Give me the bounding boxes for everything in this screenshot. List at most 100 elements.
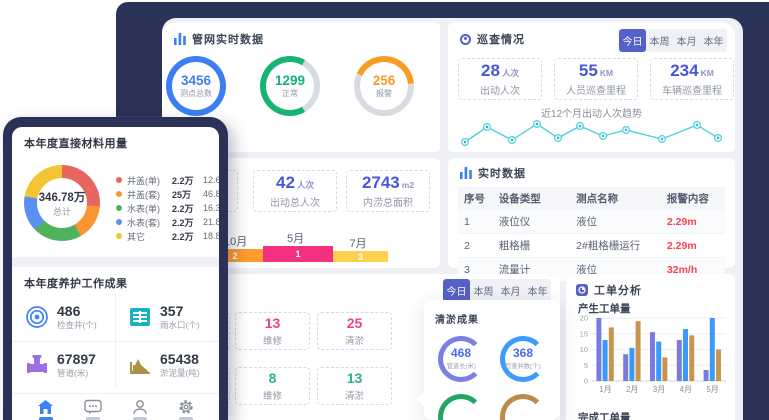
realtime-alarm-table: 序号 设备类型 测点名称 报警内容 1 液位仪 液位 2.29m 2 粗格栅 2#粗格栅运行 2.29… bbox=[458, 187, 725, 282]
patrol-trend-line-chart bbox=[460, 119, 723, 147]
material-legend: 井盖(单) 2.2万 12.6% 井盖(套) 25万 46.8% 水表(单) 2.2万 16.3… bbox=[116, 173, 219, 243]
donut-total-value: 346.78万 bbox=[38, 191, 86, 204]
panel-workorder: 工单分析 产生工单量 20 15 10 5 0 1月 2月 3月 4月 5月 完成工单量 bbox=[566, 274, 735, 420]
svg-text:0: 0 bbox=[584, 377, 588, 386]
work-tab-1[interactable]: 今日 bbox=[443, 279, 470, 302]
patrol-tab-2[interactable]: 本周 bbox=[649, 37, 670, 48]
phone-bottom-nav bbox=[12, 393, 219, 420]
svg-text:5月: 5月 bbox=[706, 385, 718, 394]
table-header-row: 序号 设备类型 测点名称 报警内容 bbox=[458, 187, 725, 210]
work-tab-2[interactable]: 本周 bbox=[473, 287, 494, 298]
table-row[interactable]: 2 粗格栅 2#粗格栅运行 2.29m bbox=[458, 233, 725, 258]
dredge-result-card: 清淤成果 468 管道长(米) 368 检查井数(个) bbox=[416, 300, 560, 420]
rank-month-label: 7月 bbox=[349, 238, 367, 250]
cell: 液位仪 bbox=[492, 210, 571, 234]
legend-text: 21.8% bbox=[203, 217, 219, 227]
rank-month-label: 10月 bbox=[224, 236, 248, 248]
stat-pipeline: 67897 管道(米) bbox=[12, 345, 115, 385]
bar-chart-icon bbox=[460, 167, 472, 179]
patrol-tab-1[interactable]: 今日 bbox=[619, 29, 646, 52]
nav-profile[interactable] bbox=[132, 399, 148, 420]
svg-text:4月: 4月 bbox=[680, 385, 692, 394]
gauge-2: 368 检查井数(个) bbox=[500, 336, 546, 382]
pipe-icon bbox=[27, 355, 47, 373]
nav-label-stub bbox=[86, 417, 100, 420]
donut-value: 3456 bbox=[180, 73, 212, 88]
chat-icon bbox=[84, 399, 102, 415]
divider bbox=[12, 341, 219, 342]
stat-box-flood-area: 2743 m2 内涝总面积 bbox=[346, 170, 430, 212]
pipe-donut-row: 3456 测点总数 1299 正常 256 报警 bbox=[162, 54, 440, 144]
gauge-3 bbox=[438, 394, 484, 420]
stat-sludge: 65438 淤泥量(吨) bbox=[115, 345, 219, 385]
workorder-icon bbox=[576, 284, 588, 296]
patrol-icon bbox=[460, 33, 471, 45]
nav-messages[interactable] bbox=[84, 399, 102, 420]
legend-dot bbox=[116, 233, 122, 239]
stat-box-flood-trips: 42 人次 出动总人次 bbox=[253, 170, 337, 212]
phone-screen: 本年度直接材料用量 346.78万 总计 井盖(单) 2.2万 12.6% 井盖(套)… bbox=[12, 127, 219, 420]
cell: 粗格栅 bbox=[492, 233, 571, 258]
gauge-label: 检查井数(个) bbox=[505, 362, 541, 370]
legend-text: 2.2万 bbox=[172, 175, 194, 186]
svg-text:5: 5 bbox=[584, 361, 588, 370]
svg-text:3月: 3月 bbox=[653, 385, 665, 394]
col-header: 报警内容 bbox=[660, 187, 725, 210]
nav-settings[interactable] bbox=[178, 399, 194, 420]
patrol-tab-4[interactable]: 本年 bbox=[703, 37, 724, 48]
svg-text:10: 10 bbox=[580, 345, 588, 354]
legend-text: 水表(单) bbox=[127, 203, 160, 214]
pipe-donut-2: 1299 正常 bbox=[260, 56, 320, 116]
legend-dot bbox=[116, 219, 122, 225]
phone-card-title: 本年度直接材料用量 bbox=[24, 138, 128, 150]
svg-text:1月: 1月 bbox=[599, 385, 611, 394]
legend-item: 井盖(单) 2.2万 12.6% bbox=[116, 173, 219, 187]
gear-icon bbox=[179, 400, 193, 414]
divider bbox=[12, 257, 219, 267]
col-header: 序号 bbox=[458, 187, 493, 210]
stat-inspection-wells: 486 检查井(个) bbox=[12, 297, 115, 337]
legend-dot bbox=[116, 191, 122, 197]
user-icon bbox=[133, 400, 147, 415]
panel-title: 工单分析 bbox=[594, 285, 642, 297]
legend-item: 水表(单) 2.2万 16.3% bbox=[116, 201, 219, 215]
legend-text: 2.2万 bbox=[172, 231, 194, 242]
stat-box-dredge-pink: 25 清淤 bbox=[317, 312, 392, 350]
legend-text: 18.8% bbox=[203, 231, 219, 241]
panel-title: 管网实时数据 bbox=[192, 34, 264, 46]
legend-item: 其它 2.2万 18.8% bbox=[116, 229, 219, 243]
stat-rain-inlets: 357 雨水口(个) bbox=[115, 297, 219, 337]
stat-box-dredge-green: 13 清淤 bbox=[317, 367, 392, 405]
legend-text: 2.2万 bbox=[172, 217, 194, 228]
cell: 1 bbox=[458, 210, 493, 234]
work-tab-3[interactable]: 本月 bbox=[500, 287, 521, 298]
svg-text:2月: 2月 bbox=[626, 385, 638, 394]
gauge-grid: 468 管道长(米) 368 检查井数(个) bbox=[430, 330, 554, 420]
card-title: 清淤成果 bbox=[435, 315, 479, 326]
legend-item: 水表(套) 2.2万 21.8% bbox=[116, 215, 219, 229]
table-row[interactable]: 1 液位仪 液位 2.29m bbox=[458, 210, 725, 234]
donut-label: 测点总数 bbox=[180, 89, 212, 98]
legend-dot bbox=[116, 177, 122, 183]
gauge-1: 468 管道长(米) bbox=[438, 336, 484, 382]
work-tab-4[interactable]: 本年 bbox=[527, 287, 548, 298]
stat-box-person-mileage: 55 KM 人员巡查里程 bbox=[554, 58, 638, 100]
patrol-tab-3[interactable]: 本月 bbox=[676, 37, 697, 48]
gauge-label: 管道长(米) bbox=[446, 362, 476, 370]
phone-card-title: 本年度养护工作成果 bbox=[24, 278, 128, 290]
nav-home[interactable] bbox=[37, 399, 54, 420]
legend-text: 46.8% bbox=[203, 189, 219, 199]
donut-value: 256 bbox=[372, 73, 396, 88]
legend-text: 水表(套) bbox=[127, 217, 160, 228]
stat-box-patrol-trips: 28 人次 出动人次 bbox=[458, 58, 542, 100]
panel-title: 巡查情况 bbox=[477, 34, 525, 46]
stat-box-repair-green: 8 维修 bbox=[235, 367, 310, 405]
donut-value: 1299 bbox=[274, 73, 306, 88]
cell: 液位 bbox=[570, 210, 661, 234]
legend-text: 16.3% bbox=[203, 203, 219, 213]
legend-text: 其它 bbox=[127, 231, 146, 242]
donut-label: 正常 bbox=[282, 89, 298, 98]
patrol-tab-group: 今日 本周 本月 本年 bbox=[619, 29, 727, 52]
panel-pipe-realtime: 管网实时数据 3456 测点总数 1299 正常 256 报警 bbox=[162, 22, 440, 152]
phone-mockup: 本年度直接材料用量 346.78万 总计 井盖(单) 2.2万 12.6% 井盖(套)… bbox=[3, 117, 228, 420]
